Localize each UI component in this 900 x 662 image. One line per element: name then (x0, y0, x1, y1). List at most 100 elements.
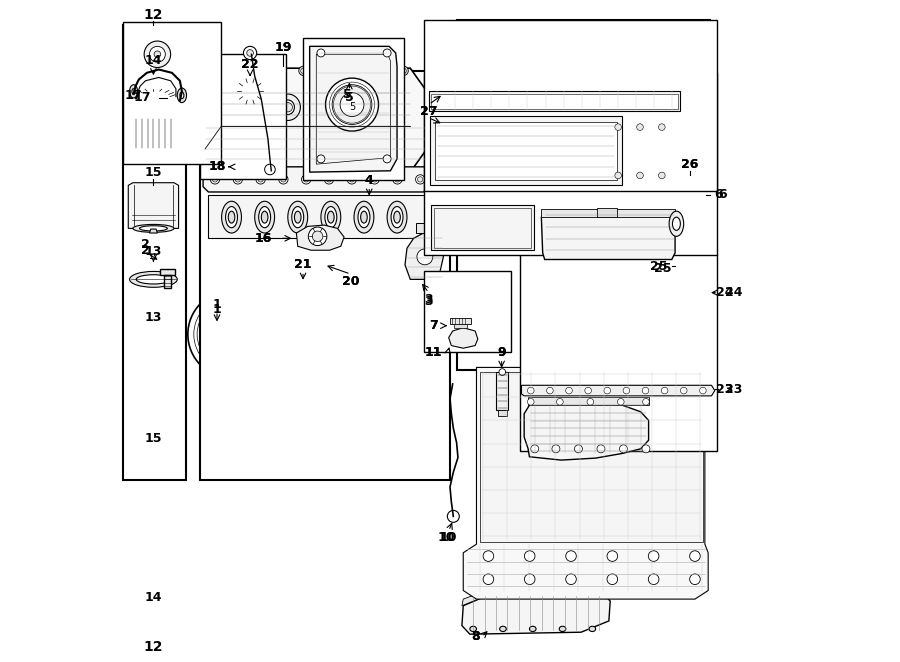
Ellipse shape (510, 120, 519, 131)
Bar (454, 324, 467, 328)
Circle shape (188, 291, 275, 378)
Ellipse shape (479, 91, 484, 96)
Ellipse shape (392, 207, 403, 228)
Ellipse shape (512, 123, 517, 128)
Polygon shape (480, 372, 703, 542)
Circle shape (312, 231, 323, 242)
Polygon shape (524, 401, 649, 460)
Bar (416, 223, 432, 233)
Text: 2: 2 (141, 238, 150, 252)
Ellipse shape (477, 120, 486, 131)
Circle shape (212, 314, 251, 354)
Circle shape (324, 175, 334, 184)
Circle shape (326, 103, 336, 112)
Text: 17: 17 (133, 91, 151, 105)
Text: 25: 25 (654, 261, 672, 275)
Circle shape (349, 177, 355, 182)
Ellipse shape (500, 626, 507, 632)
Circle shape (546, 387, 554, 394)
Circle shape (648, 551, 659, 561)
Ellipse shape (275, 94, 301, 120)
Circle shape (699, 387, 707, 394)
Circle shape (332, 85, 372, 124)
Text: 4: 4 (364, 173, 373, 187)
Text: 27: 27 (420, 105, 437, 118)
Circle shape (274, 66, 283, 75)
Circle shape (265, 164, 275, 175)
Circle shape (525, 574, 535, 585)
Circle shape (349, 66, 358, 75)
Bar (424, 73, 716, 255)
Text: 8: 8 (471, 630, 480, 643)
Text: 14: 14 (145, 54, 162, 68)
Text: 1: 1 (212, 298, 221, 311)
Bar (424, 20, 716, 191)
Circle shape (383, 155, 392, 163)
Ellipse shape (261, 211, 268, 223)
Circle shape (636, 124, 644, 130)
Text: 6: 6 (714, 188, 723, 201)
Circle shape (235, 177, 240, 182)
Circle shape (552, 445, 560, 453)
Circle shape (220, 322, 244, 346)
Circle shape (226, 68, 231, 73)
Circle shape (401, 68, 406, 73)
Bar (428, 91, 680, 111)
Text: 23: 23 (716, 383, 734, 396)
Ellipse shape (496, 91, 501, 96)
Ellipse shape (238, 100, 251, 115)
Polygon shape (449, 328, 478, 348)
Ellipse shape (494, 120, 503, 131)
Circle shape (623, 387, 630, 394)
Circle shape (643, 399, 649, 405)
Ellipse shape (255, 201, 274, 233)
Circle shape (299, 66, 308, 75)
Text: 8: 8 (471, 630, 480, 643)
Text: 4: 4 (364, 173, 373, 187)
Text: 6: 6 (718, 188, 727, 201)
Ellipse shape (589, 626, 596, 632)
Ellipse shape (258, 207, 271, 228)
Text: 14: 14 (145, 591, 162, 604)
Ellipse shape (140, 226, 167, 231)
Ellipse shape (130, 271, 177, 287)
Circle shape (566, 387, 572, 394)
Text: 25: 25 (650, 260, 667, 273)
Ellipse shape (446, 123, 451, 128)
Ellipse shape (226, 207, 238, 228)
Circle shape (326, 68, 331, 73)
Circle shape (279, 175, 288, 184)
Circle shape (226, 329, 237, 340)
Ellipse shape (324, 100, 338, 115)
Circle shape (284, 103, 292, 112)
Circle shape (376, 68, 382, 73)
Text: 20: 20 (342, 275, 359, 288)
Text: 12: 12 (144, 640, 163, 655)
Text: 11: 11 (425, 346, 442, 359)
Circle shape (525, 551, 535, 561)
Bar (303, 38, 404, 180)
Text: 16: 16 (255, 232, 272, 245)
Text: 22: 22 (241, 58, 259, 71)
Text: 15: 15 (145, 166, 162, 179)
Ellipse shape (177, 88, 186, 103)
Circle shape (689, 574, 700, 585)
Text: 13: 13 (145, 311, 162, 324)
Polygon shape (521, 385, 715, 396)
Ellipse shape (130, 85, 138, 98)
Bar (123, 22, 220, 164)
Circle shape (607, 574, 617, 585)
Text: 7: 7 (429, 319, 437, 332)
Ellipse shape (463, 123, 468, 128)
Polygon shape (444, 83, 524, 105)
Polygon shape (498, 410, 507, 416)
Circle shape (256, 175, 266, 184)
Circle shape (527, 387, 534, 394)
Circle shape (317, 155, 325, 163)
Circle shape (240, 103, 249, 112)
Circle shape (418, 177, 423, 182)
Ellipse shape (393, 211, 400, 223)
Circle shape (585, 387, 591, 394)
Text: 16: 16 (255, 232, 272, 245)
Text: 22: 22 (241, 58, 259, 71)
